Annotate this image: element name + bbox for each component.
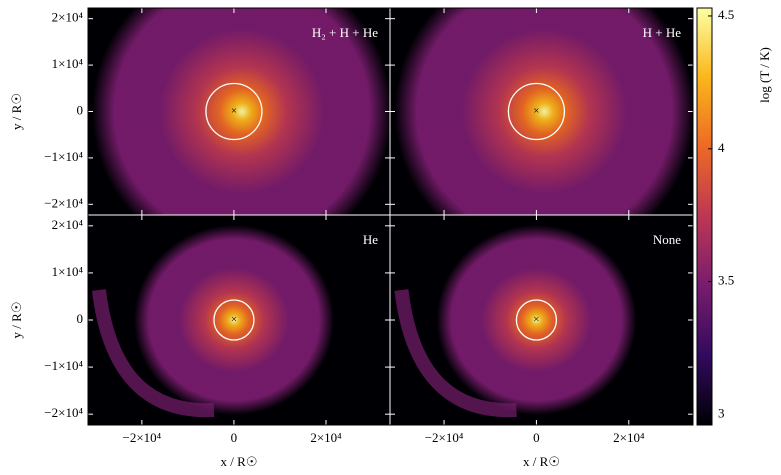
- panel-label: H + He: [643, 25, 682, 40]
- x-axis-label: x / R☉: [523, 454, 560, 469]
- temperature-map: ×: [91, 225, 334, 418]
- panel-label: None: [653, 232, 681, 247]
- colorbar-tick-label: 4: [718, 140, 725, 155]
- x-tick-label: 2×10⁴: [310, 430, 342, 445]
- photosphere-contour: [507, 82, 566, 141]
- colorbar-label: log (T / K): [757, 47, 772, 103]
- y-tick-label: 1×10⁴: [52, 56, 84, 71]
- x-tick-label: −2×10⁴: [425, 430, 464, 445]
- colorbar: [696, 7, 713, 426]
- y-tick-label: 1×10⁴: [52, 264, 84, 279]
- y-tick-label: −2×10⁴: [44, 405, 83, 420]
- y-tick-label: 2×10⁴: [52, 217, 84, 232]
- temperature-map: ×: [394, 225, 637, 418]
- y-tick-label: 0: [77, 311, 84, 326]
- x-tick-label: −2×10⁴: [123, 430, 162, 445]
- x-axis-label: x / R☉: [221, 454, 258, 469]
- center-marker: ×: [533, 105, 539, 117]
- panel: × He: [87, 214, 391, 426]
- panel: × None: [389, 214, 694, 426]
- center-marker: ×: [533, 314, 539, 326]
- panel-label: H₂ + H + He: [312, 25, 378, 40]
- x-tick-label: 0: [533, 430, 540, 445]
- gas-envelope: [394, 8, 693, 215]
- y-tick-label: −1×10⁴: [44, 358, 83, 373]
- y-axis-label: y / R☉: [9, 302, 24, 339]
- colorbar-tick-label: 3.5: [718, 273, 734, 288]
- panel-label: He: [363, 232, 378, 247]
- temperature-map: ×: [91, 8, 390, 215]
- gas-tail: [91, 289, 215, 418]
- gas-tail: [394, 289, 517, 418]
- y-tick-label: 2×10⁴: [52, 10, 84, 25]
- x-tick-label: 2×10⁴: [613, 430, 645, 445]
- photosphere-contour: [205, 82, 263, 141]
- y-tick-label: 0: [77, 102, 84, 117]
- gas-envelope: [133, 225, 334, 415]
- colorbar-tick-label: 3: [718, 405, 725, 420]
- center-marker: ×: [231, 105, 237, 117]
- x-tick-label: 0: [231, 430, 238, 445]
- temperature-map: ×: [394, 8, 693, 215]
- center-marker: ×: [231, 314, 237, 326]
- outer-frame: [87, 7, 694, 426]
- y-axis-label: y / R☉: [9, 93, 24, 130]
- gas-envelope: [436, 225, 637, 415]
- photosphere-contour: [213, 299, 255, 341]
- panel: × H + He: [389, 7, 694, 216]
- y-tick-label: −2×10⁴: [44, 195, 83, 210]
- gas-envelope: [91, 8, 390, 215]
- y-tick-label: −1×10⁴: [44, 149, 83, 164]
- photosphere-contour: [515, 299, 558, 341]
- colorbar-tick-label: 4.5: [718, 7, 734, 22]
